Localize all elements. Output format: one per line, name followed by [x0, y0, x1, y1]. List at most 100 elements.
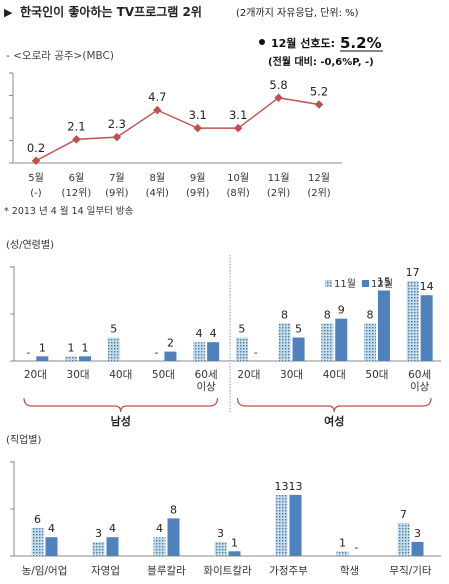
line-x-tick-label: 5월	[28, 172, 44, 184]
bar-data-label: 8	[281, 308, 288, 321]
bar-x-tick-label: 학생	[340, 565, 359, 577]
bar-data-label: 5	[238, 323, 245, 336]
page-title: 한국인이 좋아하는 TV프로그램 2위	[20, 4, 202, 19]
line-point-marker	[112, 132, 122, 142]
bar-data-label: 2	[167, 337, 174, 350]
bar1-legend: 11월 12월	[325, 278, 393, 290]
bar-data-label: 4	[48, 522, 55, 535]
line-y-ticks	[9, 72, 13, 164]
footnote: * 2013 년 4 월 14 일부터 방송	[4, 205, 134, 217]
bar-11-month	[278, 323, 291, 361]
bar-11-month	[321, 323, 334, 361]
line-data-label: 2.1	[67, 119, 85, 133]
line-point-marker	[193, 123, 202, 133]
bar-12-month	[167, 518, 180, 556]
legend-12-swatch	[362, 280, 369, 287]
trend-series-line	[35, 97, 320, 162]
bar-data-label: 6	[34, 513, 41, 526]
line-data-label: 5.8	[269, 78, 287, 92]
group-label: 남성	[111, 414, 131, 428]
bar-data-label: 3	[95, 527, 102, 540]
bar-data-label: 4	[210, 327, 217, 340]
bar-x-tick-label: 30대	[67, 369, 90, 381]
bar-data-label: 8	[170, 503, 177, 516]
bar-12-month	[207, 342, 220, 361]
bar-data-label: 5	[295, 323, 302, 336]
bar-12-month	[164, 351, 177, 361]
bar-x-tick-label: 30대	[280, 369, 303, 381]
bar1-group-brackets: 남성 여성	[23, 397, 432, 428]
bullet-icon	[259, 39, 265, 45]
line-point-marker	[274, 93, 283, 102]
bar-data-label: 3	[217, 527, 224, 540]
bar-data-label: 15	[377, 276, 391, 289]
line-x-sublabel: (12위)	[62, 186, 92, 199]
bar-data-label: 4	[109, 522, 116, 535]
line-point-marker	[314, 100, 324, 109]
bar-x-tick-label: 무직/기타	[389, 565, 432, 577]
bar-11-month	[397, 523, 410, 556]
bar-data-label: 1	[82, 341, 89, 354]
bar-12-month	[292, 337, 305, 361]
bar-x-tick-label: 농/임/어업	[22, 564, 68, 577]
page-title-note: (2개까지 자유응답, 단위: %)	[236, 6, 359, 19]
line-x-sublabel: (8위)	[226, 186, 249, 199]
line-points: 0.2 2.1 2.3 4.7 3.1 3.1 5.8 5.2	[27, 78, 328, 165]
bar-12-month	[420, 295, 433, 361]
bar-x-tick-label: 블루칼라	[147, 564, 186, 577]
bar-data-label: 1	[231, 536, 238, 549]
current-preference-label: 12월 선호도:	[271, 36, 335, 50]
bar-x-tick-label: 이상	[196, 381, 216, 393]
line-x-tick-label: 6월	[69, 172, 85, 184]
bar-11-month	[363, 323, 376, 361]
line-data-label: 4.7	[148, 90, 166, 104]
bar-x-tick-label: 20대	[237, 369, 260, 381]
bar-data-label: -	[254, 346, 258, 359]
bar-12-month	[45, 537, 58, 556]
header-marker-icon: ▶	[4, 6, 13, 19]
bar-11-month	[406, 281, 419, 361]
line-x-tick-label: 7월	[109, 172, 125, 184]
bar-x-tick-label: 60세	[195, 369, 218, 381]
bar-data-label: -	[355, 541, 359, 554]
line-x-sublabel: (2위)	[267, 186, 290, 199]
group-label: 여성	[324, 414, 344, 428]
bar-data-label: 4	[156, 522, 163, 535]
bar-data-label: 8	[324, 308, 331, 321]
bar-11-month	[31, 527, 44, 556]
bar-data-label: 9	[338, 304, 345, 317]
bar2-x-labels: 농/임/어업 자영업 블루칼라 화이트칼라 가정주부 학생 무직/기타	[22, 564, 432, 577]
bar-x-tick-label: 60세	[408, 369, 431, 381]
bar-x-tick-label: 40대	[109, 369, 132, 381]
line-data-label: 3.1	[189, 108, 207, 122]
line-x-tick-label: 9월	[190, 172, 206, 184]
bar-11-month	[92, 541, 105, 556]
bar-11-month	[153, 537, 166, 556]
bar-x-tick-label: 50대	[152, 369, 175, 381]
line-point-marker	[31, 156, 41, 165]
line-x-sublabel: (-)	[30, 188, 42, 199]
bar-11-month	[336, 551, 349, 556]
bar-x-tick-label: 40대	[323, 369, 346, 381]
bar-data-label: 5	[110, 323, 117, 336]
section-label-gender-age: (성/연령별)	[6, 239, 54, 251]
bar-data-label: 1	[339, 536, 346, 549]
line-x-tick-label: 11월	[268, 172, 290, 184]
trend-line-chart: 0.2 2.1 2.3 4.7 3.1 3.1 5.8 5.2 5월 (-) 6월 (12위) 7월 (…	[9, 72, 342, 199]
line-x-tick-label: 12월	[308, 172, 330, 184]
current-preference-value: 5.2%	[340, 34, 382, 52]
program-label: - <오로라 공주>(MBC)	[6, 50, 114, 62]
change-vs-last-month: (전월 대비: -0,6%P, -)	[268, 55, 374, 68]
bar-11-month	[107, 337, 120, 361]
bar-data-label: 17	[406, 266, 420, 279]
bar-data-label: 13	[275, 480, 289, 493]
line-x-sublabel: (9위)	[186, 186, 209, 199]
bar-data-label: 4	[196, 327, 203, 340]
bar-11-month	[193, 342, 206, 361]
line-data-label: 5.2	[310, 85, 328, 99]
bar-x-tick-label: 화이트칼라	[203, 564, 252, 577]
bar-data-label: 7	[400, 508, 407, 521]
